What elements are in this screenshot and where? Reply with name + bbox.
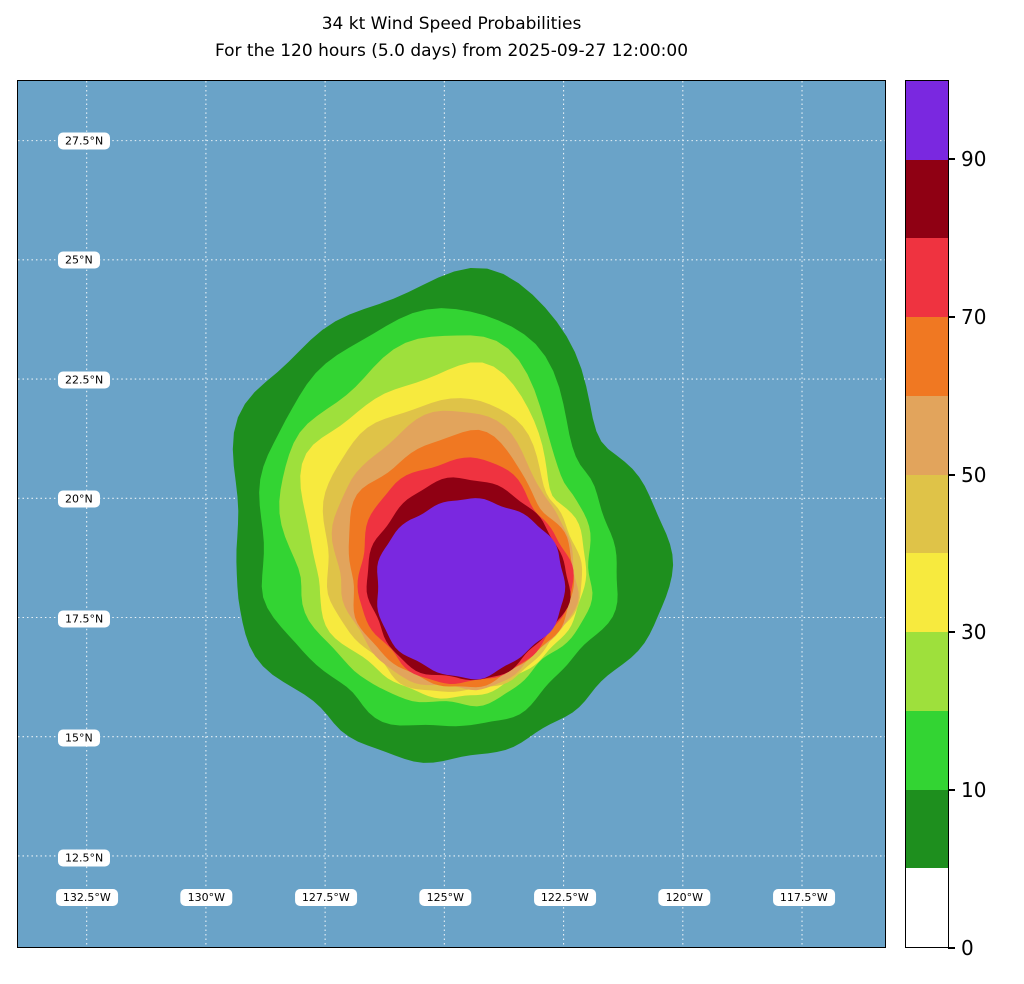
colorbar-tick-label: 70 — [961, 304, 987, 329]
lat-tick-label: 15°N — [58, 729, 100, 747]
probability-contour-90 — [377, 498, 566, 680]
lon-tick-label: 132.5°W — [55, 889, 118, 906]
lat-tick-label: 17.5°N — [58, 610, 111, 628]
colorbar-segment-80-90 — [906, 159, 948, 239]
colorbar-tick-label: 0 — [961, 936, 974, 960]
map-plot-area: 27.5°N 25°N 22.5°N 20°N 17.5°N 15°N 12.5°N 132.… — [17, 80, 886, 948]
chart-title: 34 kt Wind Speed Probabilities For the 1… — [17, 11, 886, 65]
colorbar — [905, 80, 949, 948]
colorbar-tick-mark — [948, 947, 955, 949]
colorbar-tick-mark — [948, 631, 955, 634]
colorbar-tick-label: 50 — [961, 462, 987, 487]
lon-tick-label: 127.5°W — [294, 889, 357, 906]
colorbar-tick-mark — [948, 157, 955, 160]
colorbar-tick-label: 90 — [961, 146, 987, 171]
lat-tick-label: 22.5°N — [58, 371, 111, 389]
colorbar-segment-10-20 — [906, 710, 948, 790]
chart-title-line2: For the 120 hours (5.0 days) from 2025-0… — [214, 41, 689, 62]
colorbar-tick-mark — [948, 473, 955, 476]
colorbar-tick-mark — [948, 315, 955, 318]
colorbar-segment-60-70 — [906, 317, 948, 396]
colorbar-segment-0-5 — [906, 868, 948, 948]
probability-contour-map — [18, 81, 885, 947]
chart-title-line1: 34 kt Wind Speed Probabilities — [321, 14, 582, 34]
colorbar-segment-70-80 — [906, 238, 948, 318]
lon-tick-label: 117.5°W — [772, 889, 835, 906]
colorbar-segment-90-100 — [906, 81, 948, 160]
lat-tick-label: 20°N — [58, 490, 100, 508]
lat-tick-label: 12.5°N — [58, 849, 111, 867]
colorbar-tick-mark — [948, 789, 955, 792]
colorbar-segment-50-60 — [906, 395, 948, 475]
lat-tick-label: 27.5°N — [58, 132, 111, 150]
lon-tick-label: 122.5°W — [533, 889, 596, 906]
lon-tick-label: 120°W — [658, 889, 711, 906]
colorbar-tick-label: 10 — [961, 778, 987, 803]
colorbar-segment-20-30 — [906, 632, 948, 711]
colorbar-tick-label: 30 — [961, 620, 987, 645]
lon-tick-label: 125°W — [419, 889, 472, 906]
lat-tick-label: 25°N — [58, 251, 100, 269]
colorbar-segment-5-10 — [906, 789, 948, 869]
lon-tick-label: 130°W — [180, 889, 233, 906]
colorbar-segment-40-50 — [906, 474, 948, 554]
colorbar-segment-30-40 — [906, 553, 948, 633]
